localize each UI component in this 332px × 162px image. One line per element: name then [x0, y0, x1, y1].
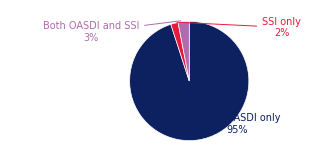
Text: OASDI only
95%: OASDI only 95%: [226, 113, 281, 135]
Text: SSI only
2%: SSI only 2%: [177, 17, 301, 38]
Wedge shape: [178, 21, 189, 81]
Text: Both OASDI and SSI
3%: Both OASDI and SSI 3%: [43, 21, 181, 43]
Wedge shape: [129, 21, 249, 141]
Wedge shape: [171, 23, 189, 81]
